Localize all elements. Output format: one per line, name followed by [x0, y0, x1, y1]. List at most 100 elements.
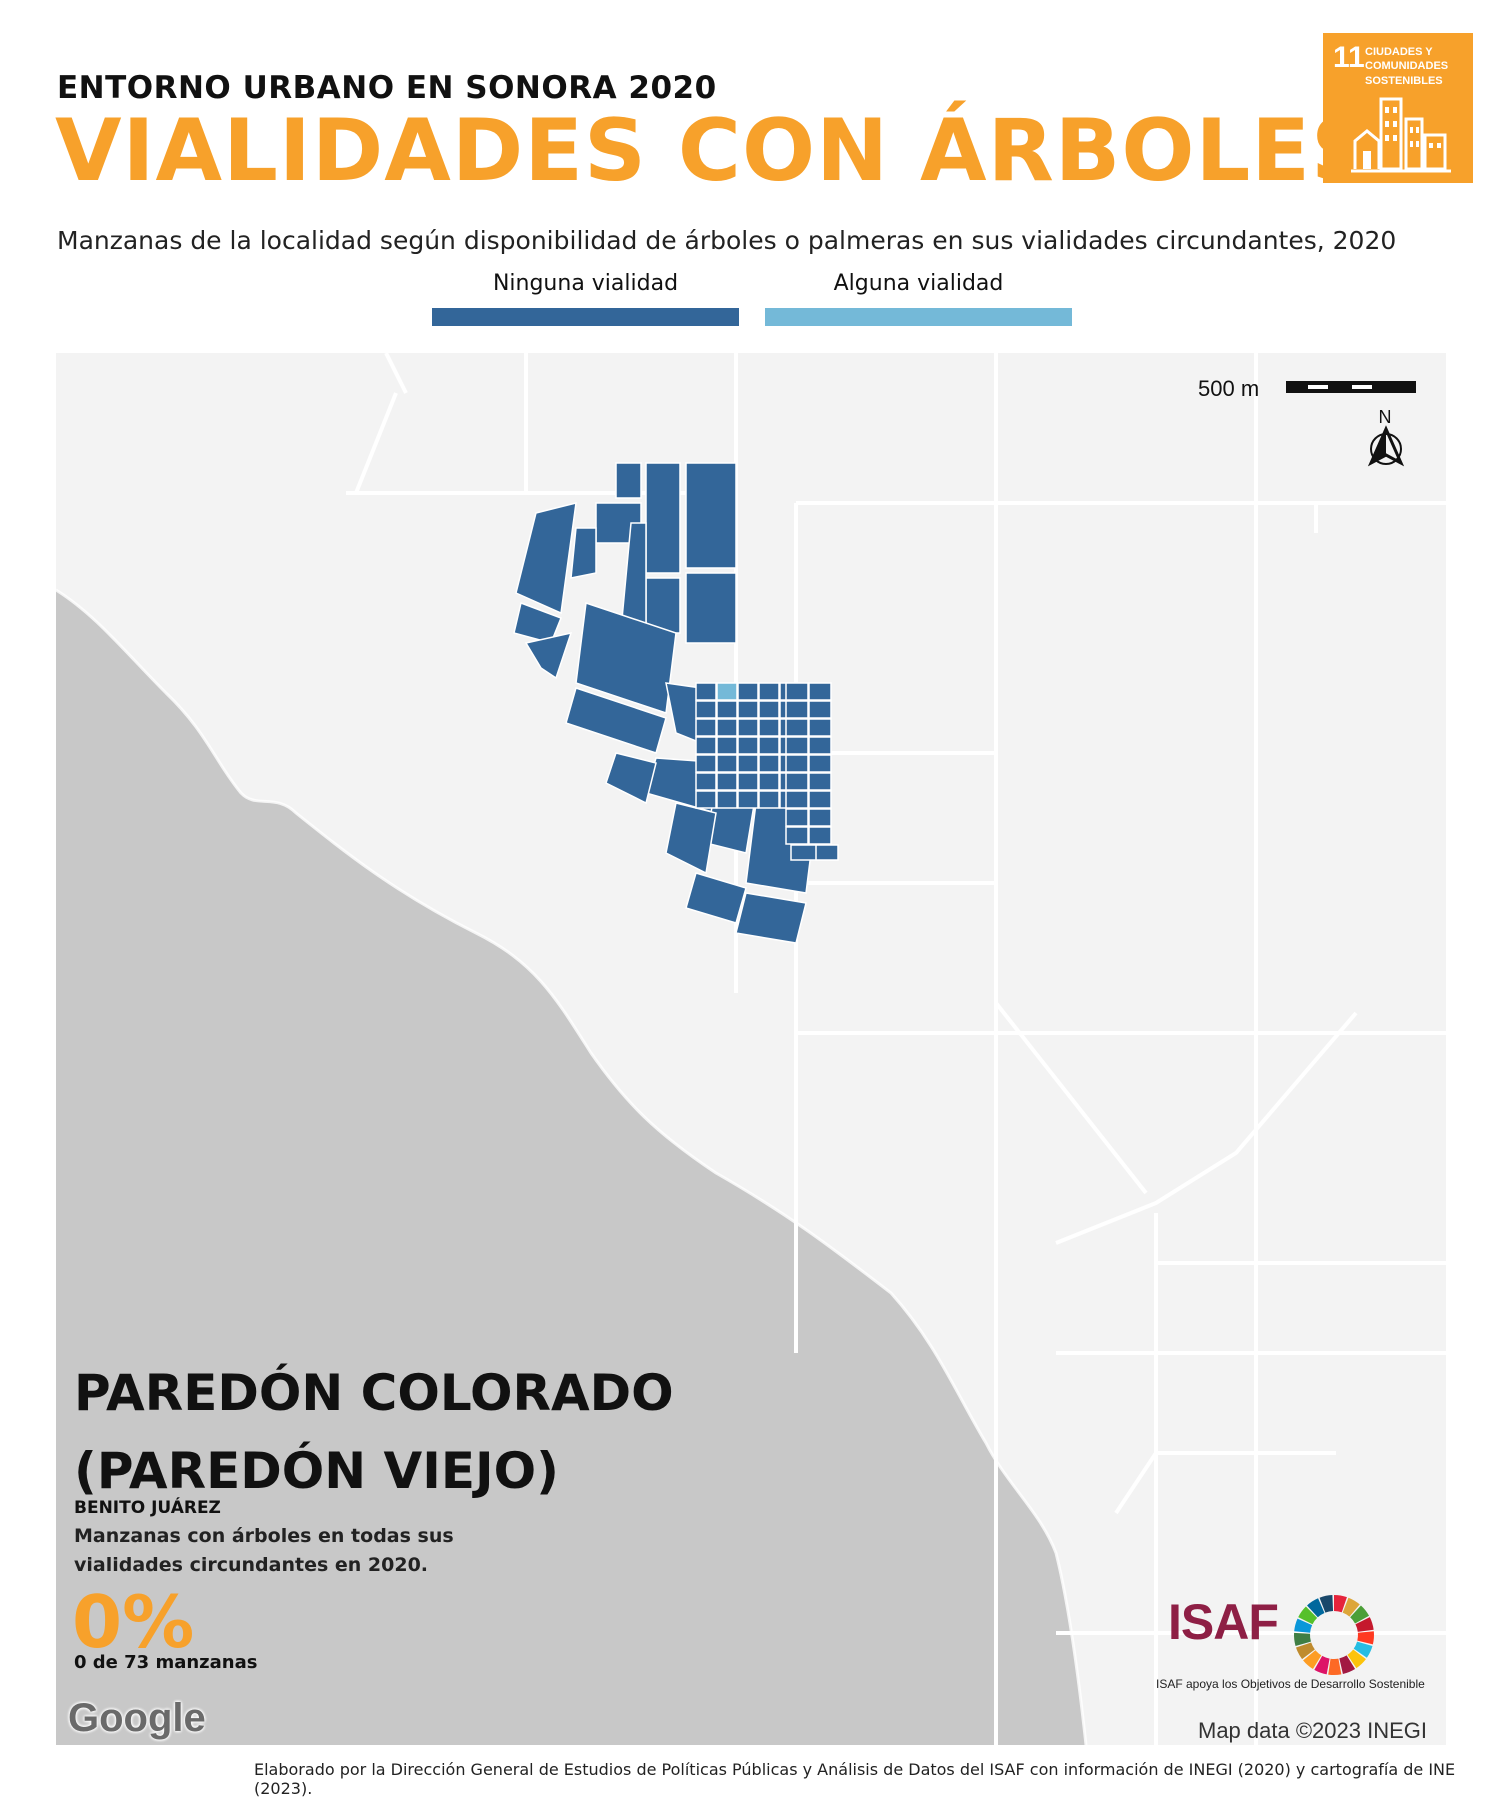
city-block [695, 736, 717, 755]
google-logo: Google [68, 1696, 206, 1740]
city-block [665, 802, 717, 875]
sdg-wheel-segment [1314, 1655, 1330, 1675]
sdg-wheel-segment [1294, 1632, 1311, 1646]
sea-area [56, 590, 1086, 1745]
sdg-11-badge: 11 CIUDADES Y COMUNIDADES SOSTENIBLES [1323, 33, 1473, 183]
sdg-wheel-segment [1350, 1605, 1370, 1624]
sdg-wheel-segment [1339, 1655, 1356, 1674]
city-block [758, 772, 780, 791]
city-block [785, 826, 809, 845]
city-block [716, 718, 738, 737]
city-block [808, 700, 832, 719]
city-block [695, 718, 717, 737]
indicator-percent: 0% [72, 1580, 195, 1664]
sdg-wheel-segment [1355, 1617, 1374, 1632]
locality-name: PAREDÓN COLORADO (PAREDÓN VIEJO) [74, 1355, 674, 1510]
city-block [808, 754, 832, 773]
page-title: VIALIDADES CON ÁRBOLES [55, 101, 1374, 201]
city-block [605, 752, 657, 805]
city-block [737, 682, 759, 701]
city-block [716, 772, 738, 791]
city-block [758, 718, 780, 737]
map-canvas: 500 m N [56, 353, 1446, 1745]
isaf-logo: ISAF [1168, 1594, 1279, 1650]
sdg-wheel-segment [1347, 1649, 1366, 1669]
city-block [565, 687, 667, 754]
city-block [785, 718, 809, 737]
city-block [615, 462, 642, 499]
footer-credit: Elaborado por la Dirección General de Es… [254, 1760, 1456, 1798]
sdg-wheel-segment [1357, 1631, 1374, 1645]
city-block [737, 772, 759, 791]
legend-label-alguna: Alguna vialidad [833, 271, 1004, 296]
city-block [737, 700, 759, 719]
city-block [758, 736, 780, 755]
city-block [758, 790, 780, 809]
city-block [758, 682, 780, 701]
city-block [758, 754, 780, 773]
city-block [808, 682, 832, 701]
subtitle: Manzanas de la localidad según disponibi… [57, 226, 1397, 255]
locality-name-line1: PAREDÓN COLORADO [74, 1364, 674, 1422]
sdg-wheel-icon [1294, 1595, 1374, 1675]
city-block [785, 772, 809, 791]
sdg-wheel-segment [1295, 1642, 1315, 1660]
scale-label: 500 m [1198, 376, 1259, 401]
map-panel[interactable]: 500 m N ISAF ISAF apoya los Objetivos de… [56, 353, 1446, 1745]
city-block [685, 872, 747, 924]
city-block [695, 754, 717, 773]
city-block [785, 790, 809, 809]
sdg-wheel-segment [1342, 1597, 1360, 1617]
sdg-wheel-segment [1307, 1598, 1325, 1618]
city-block [524, 631, 573, 680]
city-block [575, 601, 677, 715]
scale-bar [1286, 381, 1416, 393]
city-block [695, 790, 717, 809]
city-block [808, 790, 832, 809]
city-block [785, 808, 809, 827]
locality-name-line2: (PAREDÓN VIEJO) [74, 1441, 559, 1500]
city-block [808, 772, 832, 791]
sdg-label: CIUDADES Y COMUNIDADES SOSTENIBLES [1365, 46, 1449, 87]
city-block [695, 700, 717, 719]
city-block [645, 462, 681, 574]
city-block [785, 682, 809, 701]
city-block [808, 826, 832, 845]
city-block [570, 527, 597, 579]
city-block [685, 462, 737, 569]
sdg-wheel-segment [1353, 1641, 1373, 1658]
sdg-wheel-segment [1294, 1618, 1313, 1633]
sdg-wheel-segment [1303, 1650, 1322, 1670]
city-block [737, 754, 759, 773]
city-block [716, 754, 738, 773]
city-block [808, 736, 832, 755]
north-arrow-icon: N [1367, 407, 1405, 467]
city-block [716, 736, 738, 755]
city-block [815, 844, 839, 861]
sdg-wheel-segment [1328, 1658, 1342, 1675]
city-block [695, 772, 717, 791]
city-block [785, 754, 809, 773]
city-block [735, 892, 807, 944]
city-block [695, 682, 717, 701]
city-block [737, 736, 759, 755]
city-buildings-icon [1351, 97, 1451, 173]
sdg-wheel-segment [1298, 1606, 1318, 1625]
city-block [737, 790, 759, 809]
city-block [758, 700, 780, 719]
city-block [716, 682, 738, 701]
svg-text:N: N [1379, 407, 1392, 427]
city-block [737, 718, 759, 737]
legend-label-ninguna: Ninguna vialidad [492, 271, 679, 296]
isaf-note: ISAF apoya los Objetivos de Desarrollo S… [1156, 1677, 1425, 1691]
city-block [808, 718, 832, 737]
city-blocks-layer [513, 462, 839, 944]
city-block [716, 700, 738, 719]
map-data-attribution: Map data ©2023 INEGI [1198, 1718, 1428, 1743]
municipality-name: BENITO JUÁREZ [74, 1498, 221, 1518]
city-block [716, 790, 738, 809]
city-block [685, 572, 737, 644]
city-block [808, 808, 832, 827]
legend-swatch-alguna [765, 308, 1072, 326]
sdg-wheel-segment [1319, 1595, 1334, 1613]
